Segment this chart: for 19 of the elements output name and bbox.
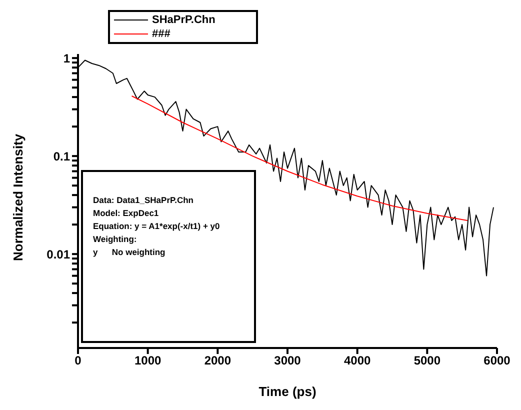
x-axis-title: Time (ps) [258,384,316,399]
y-tick-label: 0.01 [46,247,70,262]
annotation: Data: Data1_SHaPrP.Chn [93,194,194,208]
x-tick-label: 1000 [134,354,162,368]
x-tick-label: 2000 [204,354,232,368]
x-tick-label: 6000 [484,354,511,368]
legend-label: SHaPrP.Chn [152,14,216,26]
annotation: y No weighting [93,246,166,260]
y-tick-label: 0.1 [53,149,70,164]
legend-label: ### [152,28,170,40]
x-tick-label: 4000 [344,354,372,368]
y-tick-label: 1 [63,51,70,66]
x-tick-label: 3000 [274,354,302,368]
y-axis-title: Normalized Intensity [10,133,26,261]
annotation: Equation: y = A1*exp(-x/t1) + y0 [93,220,221,234]
annotation: Weighting: [93,233,138,246]
annotation: Model: ExpDec1 [93,207,160,220]
x-tick-label: 0 [74,354,82,368]
x-tick-label: 5000 [414,354,441,368]
